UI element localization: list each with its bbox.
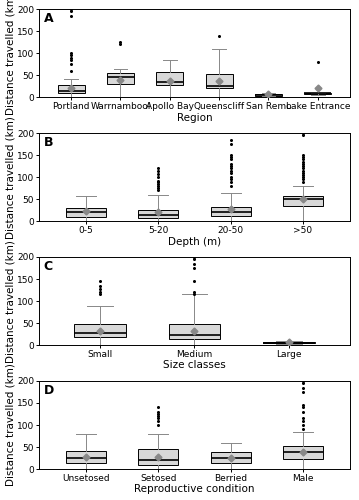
- PathPatch shape: [283, 196, 323, 206]
- PathPatch shape: [74, 324, 126, 338]
- X-axis label: Depth (m): Depth (m): [168, 236, 221, 246]
- Y-axis label: Distance travelled (km): Distance travelled (km): [5, 0, 15, 114]
- PathPatch shape: [57, 85, 85, 93]
- PathPatch shape: [255, 94, 282, 96]
- PathPatch shape: [107, 73, 134, 84]
- Text: A: A: [44, 12, 53, 24]
- X-axis label: Region: Region: [177, 112, 212, 122]
- Y-axis label: Distance travelled (km): Distance travelled (km): [5, 240, 15, 362]
- PathPatch shape: [211, 452, 251, 462]
- PathPatch shape: [139, 450, 178, 465]
- Text: B: B: [44, 136, 53, 148]
- PathPatch shape: [66, 208, 106, 217]
- Text: D: D: [44, 384, 54, 396]
- PathPatch shape: [169, 324, 220, 338]
- Y-axis label: Distance travelled (km): Distance travelled (km): [5, 364, 15, 486]
- Text: C: C: [44, 260, 53, 272]
- PathPatch shape: [283, 446, 323, 460]
- PathPatch shape: [263, 342, 314, 344]
- PathPatch shape: [66, 450, 106, 462]
- X-axis label: Reproductive condition: Reproductive condition: [134, 484, 255, 494]
- PathPatch shape: [206, 74, 233, 88]
- PathPatch shape: [156, 72, 183, 85]
- Y-axis label: Distance travelled (km): Distance travelled (km): [5, 116, 15, 238]
- PathPatch shape: [304, 93, 331, 94]
- PathPatch shape: [139, 210, 178, 218]
- X-axis label: Size classes: Size classes: [163, 360, 226, 370]
- PathPatch shape: [211, 206, 251, 216]
